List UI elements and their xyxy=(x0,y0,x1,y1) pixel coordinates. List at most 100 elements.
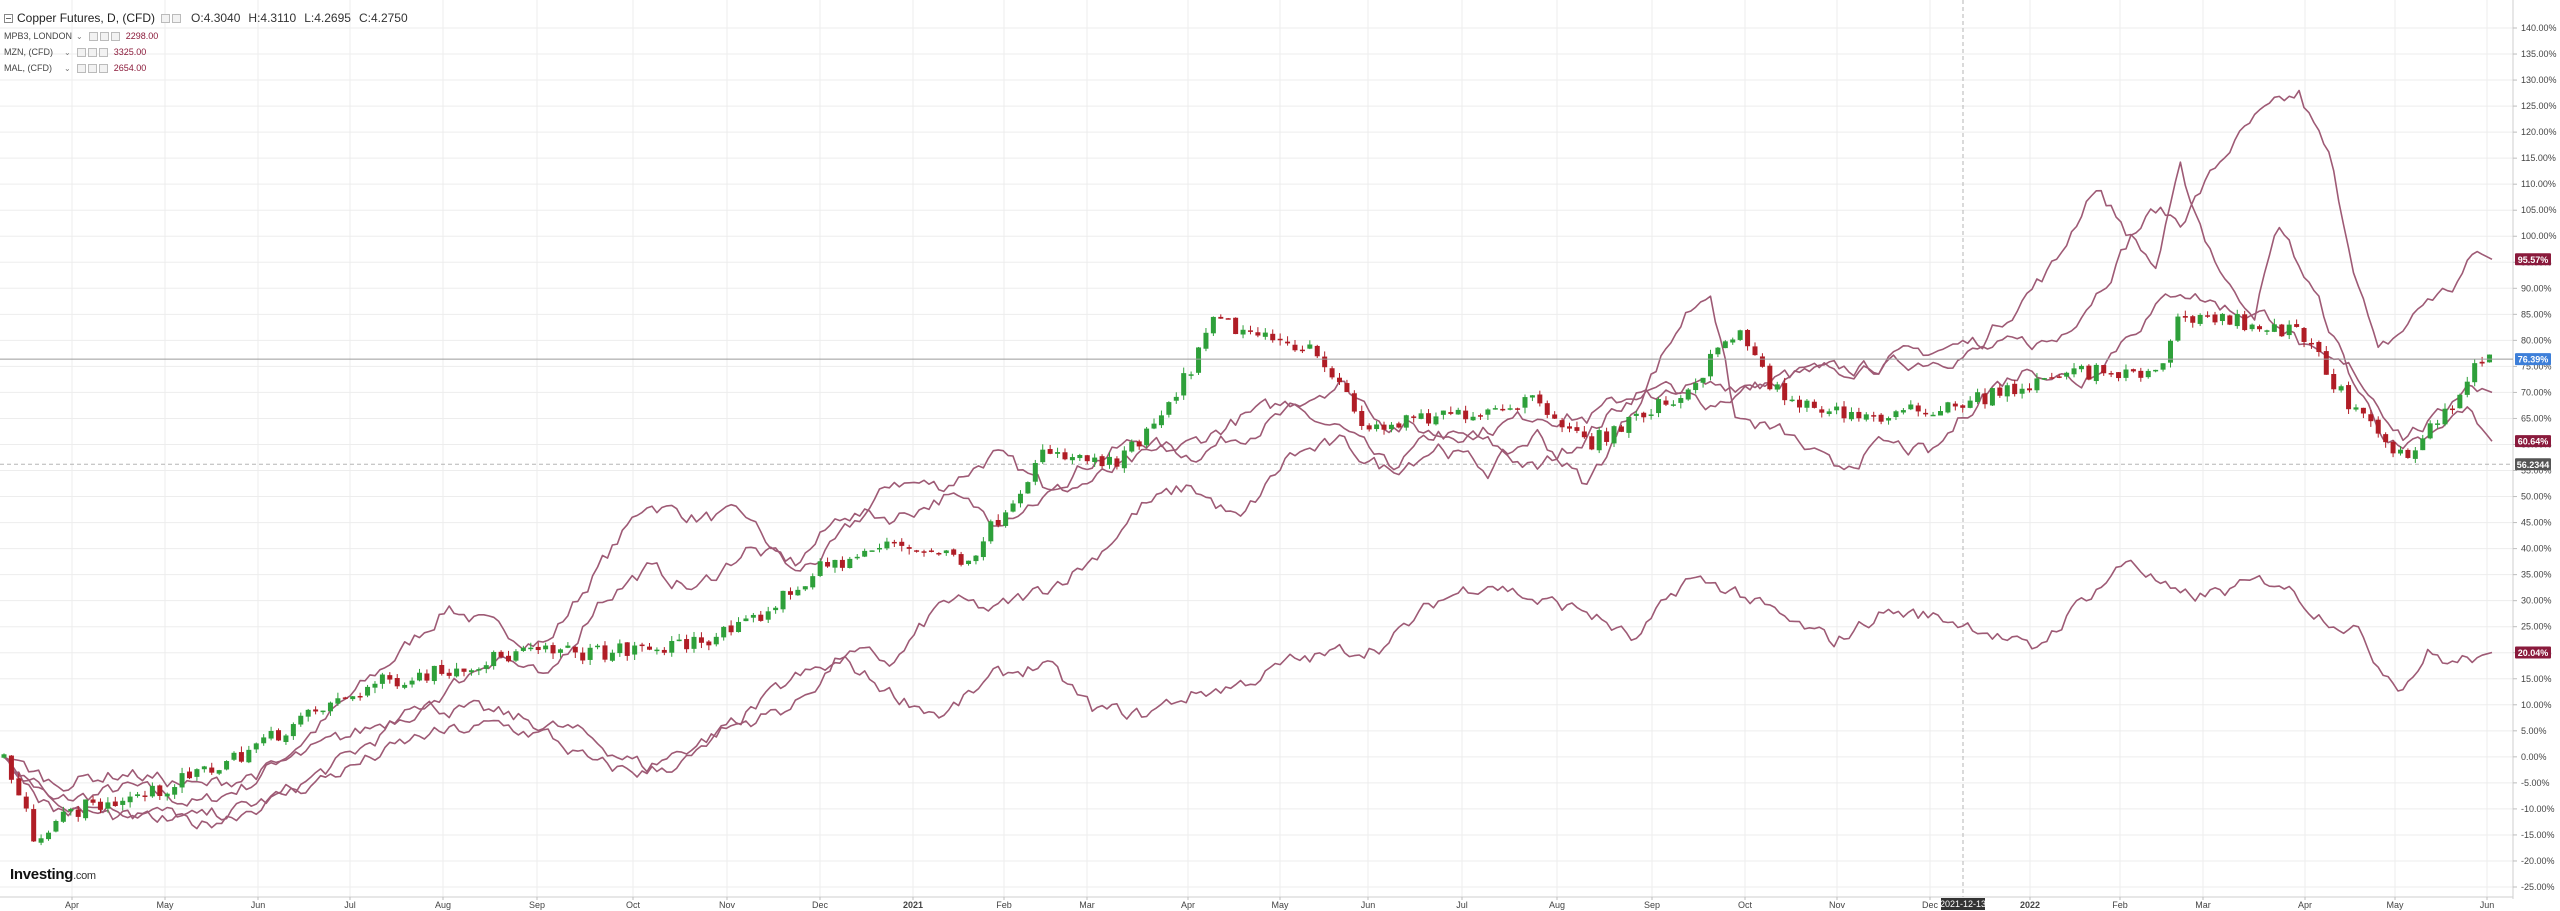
candle-body xyxy=(2182,316,2188,318)
close-value: C:4.2750 xyxy=(358,11,408,25)
candle-body xyxy=(2123,369,2129,378)
main-instrument-name[interactable]: Copper Futures, D, (CFD) xyxy=(17,11,156,25)
high-value: H:4.3110 xyxy=(248,11,297,25)
x-tick-label: Jun xyxy=(1361,900,1376,910)
candle-body xyxy=(1047,449,1053,454)
overlay-series-line xyxy=(3,559,2493,830)
candle-body xyxy=(2279,324,2285,337)
candle-body xyxy=(1693,383,1699,391)
candle-body xyxy=(1997,387,2003,396)
candle-body xyxy=(2449,408,2455,411)
overlay-last-badge-bg xyxy=(2515,435,2551,448)
x-tick-label: Dec xyxy=(812,900,829,910)
candle-body xyxy=(1648,414,1654,416)
settings-icon[interactable] xyxy=(99,31,109,41)
candle-body xyxy=(847,558,853,569)
candle-body xyxy=(2227,315,2233,325)
candle-body xyxy=(632,645,638,655)
candle-body xyxy=(387,675,393,680)
candle-body xyxy=(817,561,823,576)
candle-body xyxy=(1700,377,1706,383)
candle-body xyxy=(2175,316,2181,341)
candle-body xyxy=(595,645,601,648)
candle-body xyxy=(713,636,719,645)
visibility-icon[interactable] xyxy=(76,63,86,73)
overlay-series-line xyxy=(3,161,2493,821)
candle-body xyxy=(513,651,519,661)
candle-body xyxy=(1433,416,1439,425)
y-tick-label: -5.00% xyxy=(2521,778,2550,788)
candle-body xyxy=(350,696,356,700)
y-tick-label: 135.00% xyxy=(2521,49,2557,59)
candle-body xyxy=(2086,365,2092,380)
y-tick-label: 120.00% xyxy=(2521,127,2557,137)
candle-body xyxy=(646,646,652,650)
x-tick-label: Mar xyxy=(1079,900,1095,910)
candle-body xyxy=(2041,378,2047,380)
candle-body xyxy=(1841,406,1847,419)
candle-body xyxy=(884,541,890,549)
candle-body xyxy=(2004,385,2010,397)
candle-body xyxy=(2331,374,2337,390)
candle-body xyxy=(899,541,905,546)
candle-body xyxy=(2234,313,2240,327)
candle-body xyxy=(1322,356,1328,368)
low-value: L:4.2695 xyxy=(304,11,351,25)
candle-body xyxy=(2205,315,2211,317)
chevron-down-icon[interactable]: ⌄ xyxy=(64,47,71,57)
overlay-name[interactable]: MAL, (CFD) xyxy=(4,63,52,73)
candle-body xyxy=(1455,409,1461,415)
visibility-icon[interactable] xyxy=(88,31,98,41)
candle-body xyxy=(1663,400,1669,405)
candle-body xyxy=(1886,418,1892,421)
candle-body xyxy=(1611,426,1617,444)
value-badges: 95.57% 76.39% 60.64% 20.04% 56.2344 xyxy=(2515,253,2551,659)
candle-body xyxy=(943,550,949,554)
settings-icon[interactable] xyxy=(87,47,97,57)
candle-body xyxy=(2153,369,2159,372)
candle-body xyxy=(483,665,489,669)
candle-body xyxy=(921,551,927,553)
y-axis[interactable]: 140.00% 135.00% 130.00% 125.00% 120.00% 115.0… xyxy=(2513,23,2557,892)
candle-body xyxy=(1181,373,1187,396)
overlay-last-badge-bg xyxy=(2515,646,2551,659)
candle-body xyxy=(1381,424,1387,430)
x-tick-label: Jun xyxy=(251,900,266,910)
visibility-icon[interactable] xyxy=(76,47,86,57)
candle-body xyxy=(2167,340,2173,363)
candle-body xyxy=(869,550,875,552)
candle-body xyxy=(2405,449,2411,458)
settings-icon[interactable] xyxy=(161,13,171,23)
close-icon[interactable] xyxy=(98,63,108,73)
candle-body xyxy=(1247,330,1253,332)
close-icon[interactable] xyxy=(110,31,120,41)
overlay-series-line xyxy=(3,292,2493,792)
close-icon[interactable] xyxy=(172,13,182,23)
candle-body xyxy=(1537,394,1543,404)
collapse-icon[interactable] xyxy=(4,13,13,23)
overlay-name[interactable]: MZN, (CFD) xyxy=(4,47,53,57)
candle-body xyxy=(23,796,29,809)
candle-body xyxy=(454,668,460,677)
candle-body xyxy=(1937,411,1943,416)
x-tick-label: Jun xyxy=(2480,900,2495,910)
candle-body xyxy=(1255,332,1261,336)
candle-body xyxy=(765,611,771,620)
candle-body xyxy=(142,795,148,797)
candle-body xyxy=(283,735,289,743)
settings-icon[interactable] xyxy=(87,63,97,73)
crosshair-y-badge-bg xyxy=(2515,458,2551,471)
crosshair-x-label: 2021-12-13 xyxy=(1940,899,1986,909)
chevron-down-icon[interactable]: ⌄ xyxy=(64,63,71,73)
chevron-down-icon[interactable]: ⌄ xyxy=(76,31,83,41)
close-icon[interactable] xyxy=(98,47,108,57)
overlay-name[interactable]: MPB3, LONDON xyxy=(4,31,73,41)
candle-body xyxy=(1759,356,1765,367)
y-tick-label: 15.00% xyxy=(2521,674,2552,684)
candle-body xyxy=(1774,384,1780,390)
candle-body xyxy=(1062,452,1068,460)
y-tick-label: 40.00% xyxy=(2521,544,2552,554)
candle-body xyxy=(1567,426,1573,429)
x-axis[interactable]: Apr May Jun Jul Aug Sep Oct Nov Dec 2021 Feb Mar Apr… xyxy=(65,897,2494,910)
